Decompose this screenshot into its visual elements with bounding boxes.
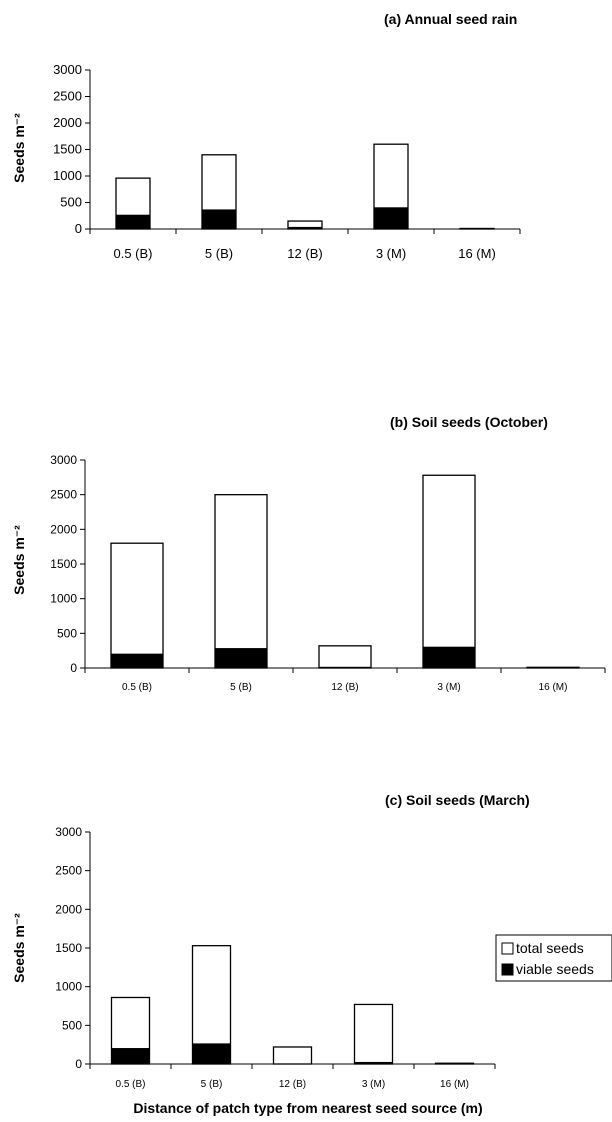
bar-total-seeds	[422, 474, 476, 669]
bar-viable-seeds	[318, 666, 372, 669]
bar-total-seeds	[353, 1003, 394, 1065]
panel-b-plot: 0 500 1000 1500 2000 2500 3000 0.5 (B) 5 (B) 12 (…	[50, 453, 606, 693]
y-tick-label: 2500	[50, 488, 77, 502]
bar-viable-seeds	[354, 1061, 393, 1065]
y-tick-label: 500	[60, 195, 82, 210]
x-tick-label: 16 (M)	[539, 682, 568, 693]
legend-box	[495, 934, 612, 982]
bar-viable-seeds	[214, 648, 268, 669]
y-tick-label: 500	[57, 626, 77, 640]
y-tick-label: 3000	[53, 62, 82, 77]
bar-total-seeds	[434, 1062, 475, 1065]
bar-viable-seeds	[287, 226, 323, 230]
bar-viable-seeds	[115, 214, 151, 230]
panel-a-ylabel: Seeds m⁻²	[11, 113, 27, 183]
panel-annual-seed-rain: (a) Annual seed rain Seeds m⁻² 0 500 1000 1…	[11, 11, 521, 261]
y-tick-label: 3000	[55, 825, 82, 839]
x-tick-label: 12 (B)	[279, 1079, 306, 1090]
panel-soil-seeds-march: (c) Soil seeds (March) Seeds m⁻² 0 500 100…	[11, 792, 612, 1116]
x-tick-label: 12 (B)	[287, 246, 322, 261]
legend-label: viable seeds	[516, 961, 594, 977]
x-tick-label: 16 (M)	[440, 1079, 469, 1090]
x-tick-label: 5 (B)	[230, 682, 252, 693]
bar-total-seeds	[214, 494, 268, 669]
y-tick-label: 0	[70, 661, 77, 675]
x-tick-label: 5 (B)	[201, 1079, 223, 1090]
x-tick-label: 3 (M)	[437, 682, 460, 693]
x-tick-label: 0.5 (B)	[113, 246, 152, 261]
panel-a-title: (a) Annual seed rain	[384, 11, 517, 27]
bar-viable-seeds	[422, 646, 476, 669]
bar-total-seeds	[526, 666, 580, 669]
x-tick-label: 0.5 (B)	[115, 1079, 145, 1090]
legend-swatch-total	[501, 942, 514, 955]
y-tick-label: 2000	[55, 902, 82, 916]
y-tick-label: 2000	[53, 115, 82, 130]
bar-viable-seeds	[192, 1043, 231, 1065]
y-tick-label: 1500	[55, 941, 82, 955]
panel-b-title: (b) Soil seeds (October)	[390, 414, 548, 430]
legend-swatch-viable	[501, 963, 514, 976]
panel-c-ylabel: Seeds m⁻²	[11, 913, 27, 983]
legend-label: total seeds	[516, 940, 584, 956]
y-tick-label: 500	[62, 1018, 82, 1032]
y-tick-label: 2000	[50, 522, 77, 536]
y-tick-label: 1500	[50, 557, 77, 571]
bar-viable-seeds	[110, 653, 164, 669]
panel-c-xlabel: Distance of patch type from nearest seed…	[133, 1100, 482, 1116]
bar-total-seeds	[318, 645, 372, 669]
panel-b-ylabel: Seeds m⁻²	[11, 525, 27, 595]
y-tick-label: 1000	[50, 592, 77, 606]
x-tick-label: 16 (M)	[458, 246, 496, 261]
panel-c-plot: 0 500 1000 1500 2000 2500 3000 0.5 (B) 5 (B) 12 (…	[55, 825, 496, 1090]
bar-viable-seeds	[111, 1048, 150, 1065]
legend: total seeds viable seeds	[495, 934, 612, 982]
x-tick-label: 0.5 (B)	[122, 682, 152, 693]
y-tick-label: 1500	[53, 142, 82, 157]
bar-total-seeds	[459, 227, 495, 230]
bar-viable-seeds	[201, 209, 237, 230]
y-tick-label: 1000	[53, 168, 82, 183]
y-tick-label: 0	[75, 1057, 82, 1071]
x-tick-label: 3 (M)	[362, 1079, 385, 1090]
x-tick-label: 12 (B)	[331, 682, 358, 693]
y-tick-label: 2500	[55, 864, 82, 878]
bar-total-seeds	[110, 542, 164, 669]
panel-a-plot: 0 500 1000 1500 2000 2500 3000 0.5 (B) 5 (B) 12 (…	[53, 62, 521, 261]
y-tick-label: 2500	[53, 89, 82, 104]
x-tick-label: 5 (B)	[205, 246, 233, 261]
panel-soil-seeds-october: (b) Soil seeds (October) Seeds m⁻² 0 500 1…	[11, 414, 606, 693]
bar-viable-seeds	[373, 207, 409, 230]
y-tick-label: 1000	[55, 980, 82, 994]
bar-total-seeds	[272, 1046, 313, 1065]
y-tick-label: 3000	[50, 453, 77, 467]
panel-c-title: (c) Soil seeds (March)	[385, 792, 530, 808]
x-tick-label: 3 (M)	[376, 246, 406, 261]
y-tick-label: 0	[75, 221, 82, 236]
